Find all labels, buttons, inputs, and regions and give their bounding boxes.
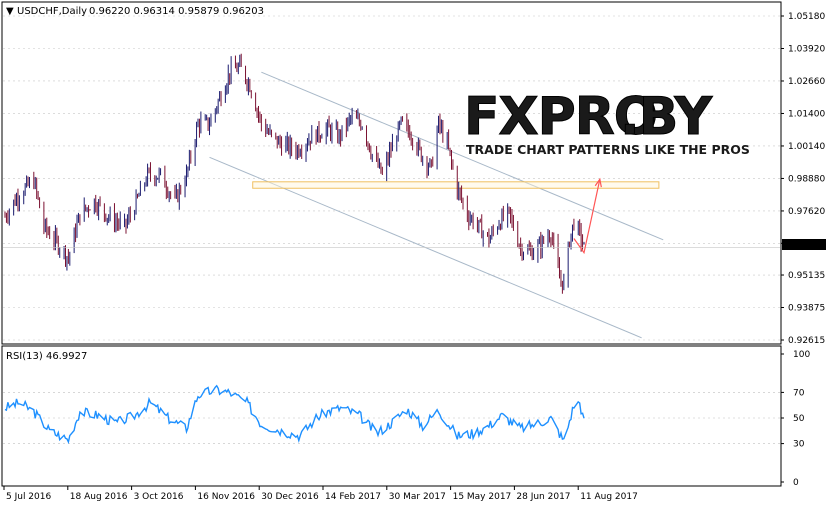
price-tick-label: 1.03920	[788, 44, 825, 54]
time-tick-label: 3 Oct 2016	[134, 492, 184, 502]
rsi-tick-label: 70	[793, 388, 805, 398]
rsi-series	[4, 384, 585, 445]
price-tick-label: 1.01400	[788, 109, 825, 119]
price-panel-frame	[1, 1, 782, 345]
candle-series	[3, 53, 780, 294]
time-tick-label: 15 May 2017	[453, 492, 512, 502]
support-zone	[252, 181, 660, 189]
rsi-tick-label: 30	[793, 440, 805, 450]
fxpro-logo: FXPRO .BY TRADE CHART PATTERNS LIKE THE …	[464, 87, 750, 158]
rsi-label: RSI(13) 46.9927	[6, 351, 87, 362]
price-tag-value: 0.96203	[786, 241, 823, 251]
logo-slogan: TRADE CHART PATTERNS LIKE THE PROS	[466, 142, 750, 157]
logo-part1: FXPRO	[464, 87, 657, 147]
rsi-tick-label: 100	[793, 350, 810, 360]
rsi-line	[4, 384, 585, 445]
price-tick-label: 1.02660	[788, 77, 825, 87]
price-tick-label: 0.93875	[788, 304, 825, 314]
price-panel[interactable]: FXPRO .BY TRADE CHART PATTERNS LIKE THE …	[1, 1, 782, 345]
rsi-tick-label: 0	[793, 478, 799, 488]
rsi-panel-frame	[1, 345, 782, 487]
price-tick-label: 0.95135	[788, 271, 825, 281]
forecast-arrow-head	[594, 177, 602, 188]
time-tick-label: 11 Aug 2017	[580, 492, 638, 502]
time-tick-label: 30 Mar 2017	[389, 492, 446, 502]
time-tick-label: 28 Jun 2017	[516, 492, 570, 502]
chart-triangle-icon[interactable]: ▼	[6, 6, 14, 17]
price-tick-label: 1.05180	[788, 12, 825, 22]
price-tag: 0.96203	[782, 239, 826, 251]
forecast-arrow-line	[573, 179, 601, 255]
price-tick-label: 0.98880	[788, 174, 825, 184]
support-zone-rect	[252, 181, 660, 189]
rsi-axis[interactable]: 100 70 50 30 0	[781, 350, 810, 488]
time-tick-label: 30 Dec 2016	[261, 492, 319, 502]
time-tick-label: 16 Nov 2016	[197, 492, 255, 502]
price-tick-label: 0.97620	[788, 207, 825, 217]
symbol-label: USDCHF,Daily	[17, 6, 87, 17]
time-tick-label: 5 Jul 2016	[6, 492, 51, 502]
time-tick-label: 14 Feb 2017	[325, 492, 381, 502]
logo-part2: .BY	[620, 87, 714, 147]
rsi-tick-label: 50	[793, 414, 805, 424]
price-tick-label: 1.00140	[788, 142, 825, 152]
time-tick-label: 18 Aug 2016	[70, 492, 128, 502]
price-axis[interactable]: 1.05180 1.03920 1.02660 1.01400 1.00140 0.988…	[781, 12, 825, 346]
forecast-arrow	[573, 177, 602, 255]
channel-upper-line	[261, 71, 664, 241]
ohlc-label: 0.96220 0.96314 0.95879 0.96203	[89, 6, 264, 17]
price-tick-label: 0.92615	[788, 336, 825, 346]
time-axis[interactable]: 5 Jul 2016 18 Aug 2016 3 Oct 2016 16 Nov 20…	[3, 486, 638, 502]
rsi-panel[interactable]: RSI(13) 46.9927	[1, 345, 782, 487]
